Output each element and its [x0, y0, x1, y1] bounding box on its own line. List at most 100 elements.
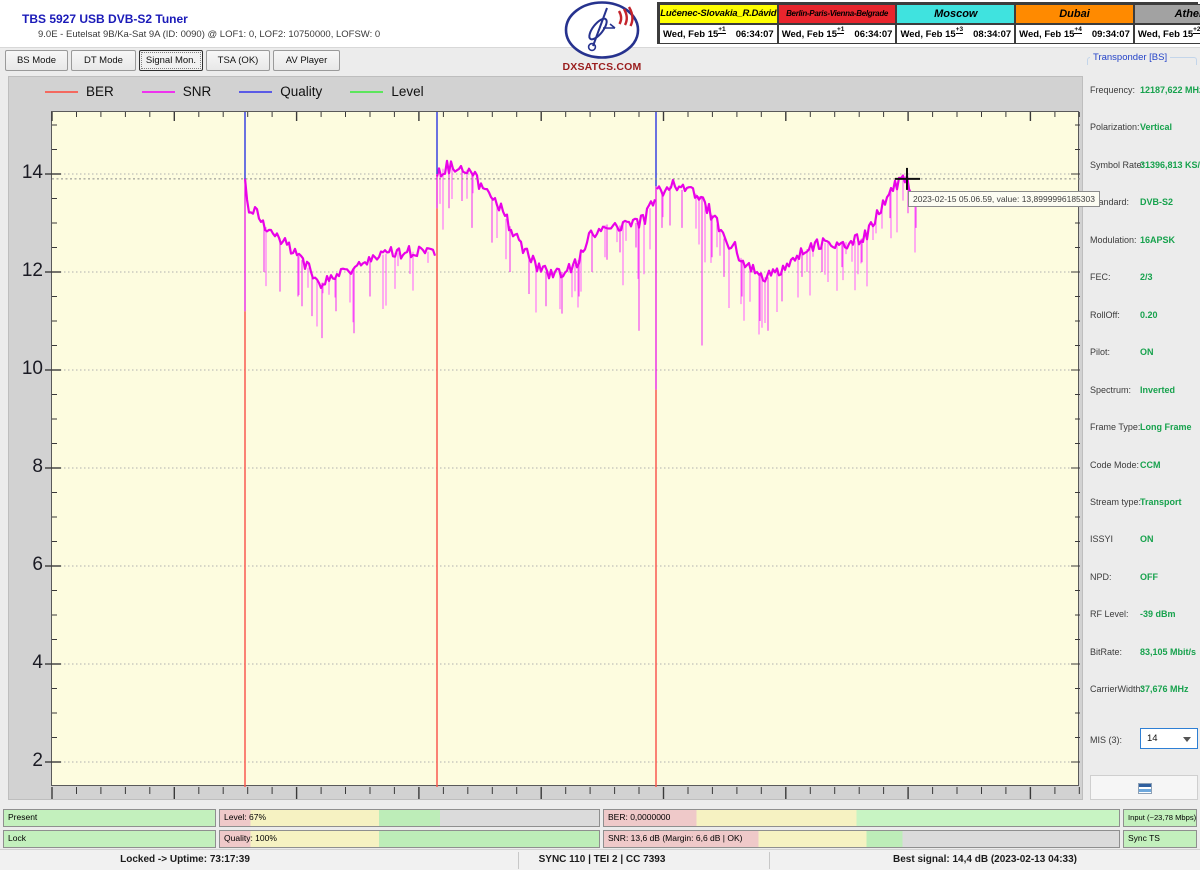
value-polarization: Vertical	[1140, 122, 1173, 133]
cursor-value-tooltip: 2023-02-15 05.06.59, value: 13,899999618…	[908, 191, 1100, 207]
dxsatcs-logo: DXSATCS.COM	[558, 1, 646, 73]
y-axis-label: 2	[32, 750, 43, 771]
field-code-mode: Code Mode:	[1090, 459, 1140, 470]
snr-progressbar: SNR: 13,6 dB (Margin: 6,6 dB | OK)	[603, 830, 1120, 848]
legend-line-swatch	[350, 90, 384, 93]
clock-city-header: Dubai	[1015, 4, 1134, 24]
clock-city-header: Athens	[1133, 4, 1200, 24]
value-spectrum: Inverted	[1140, 384, 1176, 395]
clock-time: 09:34:07	[1091, 28, 1130, 40]
y-axis-label: 14	[21, 162, 43, 183]
y-axis-label: 10	[21, 358, 43, 379]
clock-city-header: Lučenec-Slovakia_R.Dávid	[659, 4, 778, 24]
tab-av-player[interactable]: AV Player	[273, 50, 340, 71]
tab-bs-mode[interactable]: BS Mode	[5, 50, 68, 71]
legend-label: Level	[391, 84, 424, 99]
clock-city-header: Berlin-Paris-Vienna-Belgrade	[777, 4, 897, 24]
transponder-sidebar: Transponder [BS] Frequency: 12187,622 MHz…	[1085, 0, 1200, 870]
mis-selected-value: 14	[1147, 733, 1158, 744]
utc-offset: +1	[718, 26, 726, 34]
field-modulation: Modulation:	[1090, 234, 1137, 245]
tab-signal-mon[interactable]: Signal Mon.	[139, 50, 203, 71]
clock-time: 06:34:07	[735, 28, 774, 40]
satellite-subtitle: 9.0E - Eutelsat 9B/Ka-Sat 9A (ID: 0090) …	[38, 29, 381, 40]
clock-time-cell: Wed, Feb 15 +3 08:34:07	[896, 24, 1016, 44]
signal-chart-plot[interactable]: 2023-02-15 05.06.59, value: 13,899999618…	[45, 111, 1100, 799]
level-progressbar: Level: 67%	[219, 809, 600, 827]
clock-date: Wed, Feb 15	[663, 28, 719, 40]
legend-item-quality: Quality	[239, 84, 322, 99]
statusbar-divider	[769, 852, 770, 869]
ber-progressbar: BER: 0,0000000	[603, 809, 1120, 827]
sync-ts-indicator: Sync TS	[1123, 830, 1197, 848]
clock-time-cell: Wed, Feb 15+207:34:07	[1133, 24, 1200, 44]
y-axis-label: 4	[32, 652, 43, 673]
utc-offset: +4	[1074, 26, 1082, 34]
app-title: TBS 5927 USB DVB-S2 Tuner	[22, 12, 188, 26]
clock-time: 06:34:07	[854, 28, 893, 40]
value-frequency: 12187,622 MHz	[1140, 85, 1200, 95]
stream-list-button[interactable]	[1090, 775, 1198, 800]
y-axis-label: 8	[32, 456, 43, 477]
clock-time: 08:34:07	[973, 28, 1012, 40]
legend-label: BER	[86, 84, 114, 99]
tab-tsa-ok[interactable]: TSA (OK)	[206, 50, 270, 71]
chevron-down-icon	[1183, 737, 1191, 742]
sync-status: SYNC 110 | TEI 2 | CC 7393	[538, 854, 666, 865]
legend-item-ber: BER	[45, 84, 114, 99]
value-modulation: 16APSK	[1140, 234, 1176, 245]
utc-offset: +3	[955, 26, 964, 34]
clock-time-cell: Wed, Feb 15 +1 06:34:07	[777, 24, 897, 44]
field-carrierwidth: CarrierWidth:	[1090, 684, 1144, 695]
logo-text: DXSATCS.COM	[562, 61, 642, 73]
field-bitrate: BitRate:	[1090, 646, 1123, 657]
statusbar-divider	[518, 852, 519, 869]
value-symbol-rate: 31396,813 KS/s	[1140, 159, 1200, 170]
clock-date: Wed, Feb 15	[781, 28, 837, 40]
legend-line-swatch	[239, 90, 273, 93]
world-clocks-table: Lučenec-Slovakia_R.Dávid Berlin-Paris-Vie…	[657, 2, 1200, 44]
value-rolloff: 0.20	[1140, 309, 1158, 320]
field-stream-type: Stream type:	[1090, 496, 1142, 507]
field-frequency: Frequency:	[1090, 85, 1136, 95]
field-issyi: ISSYI	[1090, 534, 1114, 545]
field-fec: FEC:	[1090, 272, 1111, 283]
legend-item-level: Level	[350, 84, 424, 99]
mis-label: MIS (3):	[1090, 735, 1123, 745]
y-axis-label: 6	[32, 554, 43, 575]
field-npd: NPD:	[1090, 571, 1112, 582]
clock-date: Wed, Feb 15	[1137, 28, 1194, 40]
value-bitrate: 83,105 Mbit/s	[1140, 646, 1197, 657]
chart-legend: BER SNR Quality Level	[45, 84, 452, 99]
value-issyi: ON	[1140, 534, 1154, 545]
clock-date: Wed, Feb 15	[900, 28, 956, 40]
field-rolloff: RollOff:	[1090, 309, 1120, 320]
transponder-group-title: Transponder [BS]	[1090, 52, 1171, 63]
field-spectrum: Spectrum:	[1090, 384, 1132, 395]
mis-select[interactable]: 14	[1140, 728, 1198, 749]
tab-dt-mode[interactable]: DT Mode	[71, 50, 136, 71]
field-pilot: Pilot:	[1090, 347, 1111, 358]
value-code-mode: CCM	[1140, 459, 1161, 470]
legend-line-swatch	[45, 90, 78, 93]
clock-time-cell: Wed, Feb 15 +1 06:34:07	[659, 24, 778, 44]
field-polarization: Polarization:	[1090, 122, 1140, 133]
value-npd: OFF	[1140, 571, 1158, 582]
clock-date: Wed, Feb 15	[1019, 28, 1075, 40]
value-fec: 2/3	[1140, 272, 1153, 283]
field-symbol-rate: Symbol Rate:	[1090, 159, 1145, 170]
legend-label: SNR	[182, 84, 212, 99]
field-rf-level: RF Level:	[1090, 609, 1129, 620]
stream-list-icon	[1138, 783, 1152, 794]
value-frame-type: Long Frame	[1140, 422, 1192, 433]
utc-offset: +2	[1193, 26, 1200, 34]
y-axis-label: 12	[21, 260, 43, 281]
value-rf-level: -39 dBm	[1140, 609, 1176, 620]
legend-line-swatch	[141, 90, 175, 93]
clock-city-header: Moscow	[896, 4, 1016, 24]
utc-offset: +1	[836, 26, 845, 34]
legend-item-snr: SNR	[141, 84, 212, 99]
field-standard: Standard:	[1090, 197, 1130, 208]
field-frame-type: Frame Type:	[1090, 422, 1141, 433]
present-indicator: Present	[3, 809, 216, 827]
